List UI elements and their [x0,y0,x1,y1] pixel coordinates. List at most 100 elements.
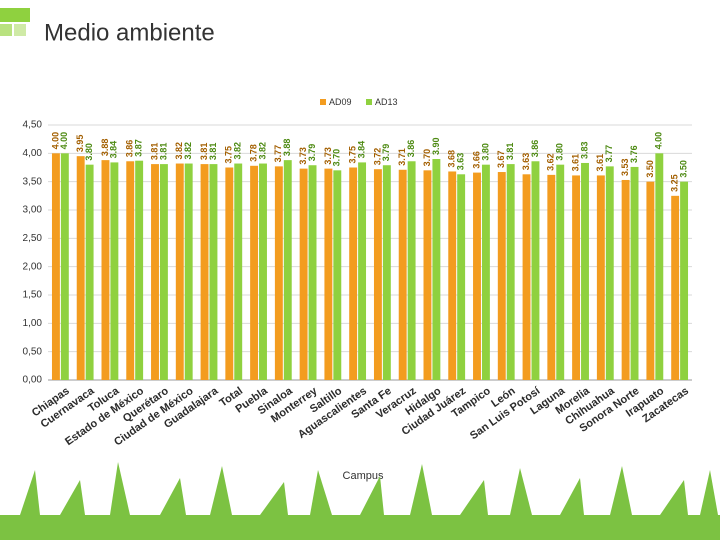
grass [0,462,720,540]
value-label: 3.81 [199,143,209,161]
y-tick-label: 2,50 [23,233,43,244]
bar [358,162,367,380]
bar [457,174,466,380]
legend-label: AD13 [375,97,398,107]
value-label: 3.71 [397,148,407,166]
value-label: 4.00 [654,132,664,150]
bar [630,166,639,380]
value-label: 3.83 [579,141,589,159]
bar [382,165,391,380]
value-label: 3.82 [257,142,267,160]
decoration [0,8,30,22]
decoration [0,24,12,36]
value-label: 3.77 [604,145,614,163]
value-label: 3.88 [100,139,110,157]
value-label: 4.00 [59,132,69,150]
value-label: 4.00 [50,132,60,150]
bar [373,169,382,380]
value-label: 3.61 [570,154,580,172]
bar [333,170,342,380]
y-tick-label: 4,50 [23,120,43,131]
bar [151,164,159,380]
bar [126,161,135,380]
bar [184,163,193,380]
bar [60,153,69,380]
value-label: 3.75 [348,146,358,164]
bar [234,163,243,380]
bar [225,167,234,380]
bar [110,162,119,380]
bar [621,179,630,380]
value-label: 3.68 [447,150,457,168]
legend-swatch [320,99,326,105]
bar [324,168,333,380]
bar [497,172,506,380]
value-label: 3.53 [620,158,630,176]
legend-label: AD09 [329,97,352,107]
bar [556,164,565,380]
value-label: 3.82 [174,142,184,160]
value-label: 3.72 [372,148,382,166]
value-label: 3.50 [678,160,688,178]
bar [308,165,317,380]
bar [259,163,267,380]
x-axis-title: Campus [343,470,384,482]
value-label: 3.81 [208,143,218,161]
value-label: 3.67 [496,151,506,169]
bar [159,164,168,380]
value-label: 3.73 [298,147,308,165]
value-label: 3.61 [595,154,605,172]
bar [283,160,292,380]
bar [101,160,110,380]
bar [473,172,481,380]
value-label: 3.84 [356,141,366,159]
value-label: 3.63 [521,153,531,171]
bar [398,169,407,380]
value-label: 3.63 [456,153,466,171]
bar [671,195,680,380]
decoration [14,24,26,36]
bar [175,163,184,380]
bar [209,164,218,380]
y-tick-label: 1,50 [23,290,43,301]
value-label: 3.50 [645,160,655,178]
value-label: 3.90 [431,137,441,155]
bar [522,174,531,380]
bar [407,161,416,380]
bar [605,166,614,380]
y-tick-label: 0,00 [23,375,43,386]
value-label: 3.95 [75,135,85,153]
bar [250,165,259,380]
value-label: 3.86 [530,140,540,158]
bar [349,167,358,380]
bar [680,181,689,380]
value-label: 3.78 [248,144,258,162]
value-label: 3.76 [629,145,639,163]
bar [596,175,605,380]
value-label: 3.86 [406,140,416,158]
y-tick-label: 0,50 [23,346,43,357]
value-label: 3.84 [109,141,119,159]
value-label: 3.79 [381,144,391,162]
bar [581,162,589,380]
bar [531,161,540,380]
value-label: 3.82 [183,142,193,160]
bar [448,171,457,380]
value-label: 3.66 [471,151,481,169]
value-label: 3.62 [546,153,556,171]
value-label: 3.80 [84,143,94,161]
bar [85,164,94,380]
value-label: 3.25 [670,174,680,192]
value-label: 3.88 [282,139,292,157]
y-tick-label: 3,00 [23,205,43,216]
y-tick-label: 2,00 [23,261,43,272]
value-label: 3.81 [149,143,159,161]
bar [572,175,581,380]
bar [481,164,490,380]
value-label: 3.70 [332,149,342,167]
bar [646,181,655,380]
bar [423,170,432,380]
legend-swatch [366,99,372,105]
bar [135,160,144,380]
